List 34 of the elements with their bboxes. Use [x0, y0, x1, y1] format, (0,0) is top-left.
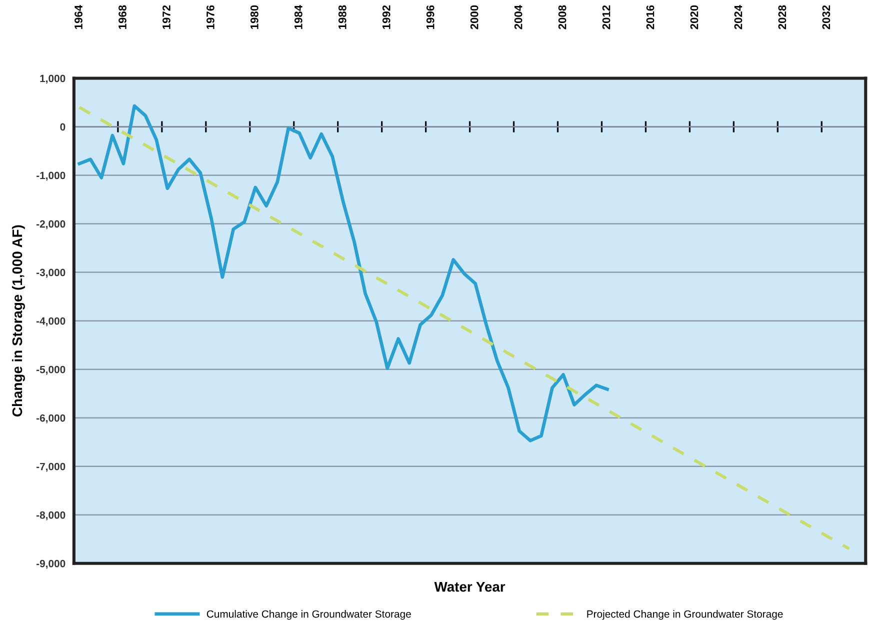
x-tick-label: 2008 [558, 5, 566, 30]
x-tick-label: 1988 [338, 5, 346, 29]
x-tick-label: 1980 [250, 5, 258, 29]
y-tick-label: -2,000 [36, 220, 66, 230]
y-tick-label: 0 [60, 123, 66, 131]
x-tick-label: 2028 [778, 5, 786, 30]
x-axis-title: Water Year [434, 582, 506, 592]
y-tick-label: -4,000 [36, 317, 66, 326]
x-tick-label: 1992 [382, 5, 390, 29]
x-tick-label: 1964 [74, 4, 82, 29]
x-tick-label: 2032 [822, 5, 830, 30]
y-tick-label: -5,000 [36, 366, 66, 375]
y-tick-label: -6,000 [36, 414, 66, 424]
line-series [78, 104, 609, 442]
y-tick-label: -7,000 [36, 462, 66, 472]
x-tick-label: 2020 [690, 5, 698, 30]
x-tick-label: 1972 [162, 5, 170, 29]
legend-label: Projected Change in Groundwater Storage [587, 610, 783, 620]
legend-label: Cumulative Change in Groundwater Storage [206, 610, 411, 620]
y-tick-label: -9,000 [36, 560, 66, 569]
x-tick-label: 1976 [206, 5, 214, 29]
y-tick-label: 1,000 [40, 74, 66, 84]
x-tick-label: 2004 [514, 4, 522, 30]
y-tick-label: -1,000 [36, 172, 66, 181]
x-tick-label: 2024 [734, 4, 742, 30]
y-tick-label: -3,000 [36, 268, 66, 278]
x-tick-label: 1968 [118, 5, 126, 29]
x-tick-label: 2016 [646, 5, 654, 30]
x-tick-label: 2012 [602, 5, 610, 30]
y-axis-title: Change in Storage (1,000 AF) [12, 225, 25, 416]
y-tick-label: -8,000 [36, 511, 66, 520]
x-tick-label: 2000 [470, 5, 478, 30]
x-tick-label: 1996 [426, 5, 434, 29]
x-tick-label: 1984 [294, 4, 302, 29]
